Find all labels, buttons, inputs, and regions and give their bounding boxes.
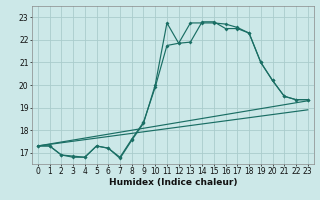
X-axis label: Humidex (Indice chaleur): Humidex (Indice chaleur) <box>108 178 237 187</box>
